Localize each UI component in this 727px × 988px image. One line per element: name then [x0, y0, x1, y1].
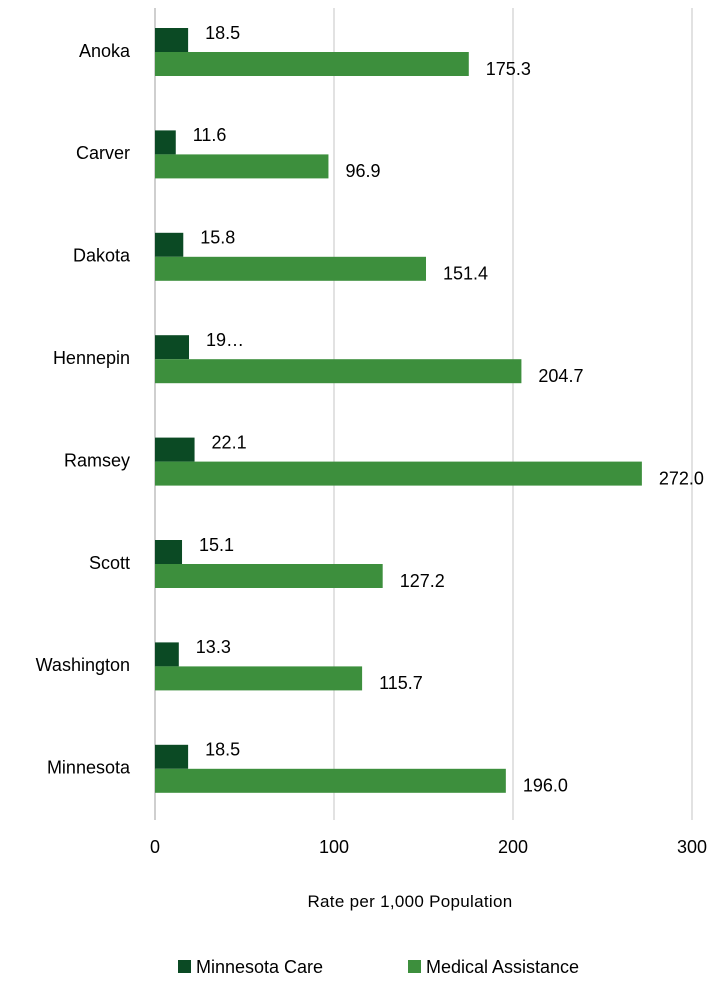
gridlines: [154, 8, 693, 820]
data-label: 204.7: [538, 366, 583, 386]
category-labels: Anoka Carver Dakota Hennepin Ramsey Scott Wash…: [36, 41, 131, 778]
bar-medical-assistance: [155, 256, 427, 281]
bar-minnesota-care: [155, 540, 183, 564]
x-tick-label: 100: [319, 837, 349, 857]
category-label: Washington: [36, 655, 130, 675]
bar-minnesota-care: [155, 28, 189, 52]
legend-swatch-minnesota-care: [178, 960, 191, 973]
x-tick-label: 0: [150, 837, 160, 857]
category-label: Scott: [89, 553, 130, 573]
category-label: Minnesota: [47, 758, 131, 778]
bar-minnesota-care: [155, 335, 190, 360]
category-label: Hennepin: [53, 348, 130, 368]
data-label: 13.3: [196, 637, 231, 657]
data-label: 151.4: [443, 264, 488, 284]
category-label: Anoka: [79, 41, 131, 61]
data-label: 272.0: [659, 468, 704, 488]
data-labels: 18.5 175.3 11.6 96.9 15.8 151.4 19… 204.7 22.1 27…: [193, 23, 704, 796]
data-label: 15.1: [199, 535, 234, 555]
bar-minnesota-care: [155, 130, 176, 155]
bar-medical-assistance: [155, 564, 383, 588]
legend-label-medical-assistance: Medical Assistance: [426, 957, 579, 977]
category-label: Dakota: [73, 246, 131, 266]
legend: Minnesota Care Medical Assistance: [178, 957, 579, 977]
bar-minnesota-care: [155, 232, 184, 257]
bar-medical-assistance: [155, 359, 522, 384]
bar-minnesota-care: [155, 642, 179, 667]
bar-minnesota-care: [155, 744, 189, 769]
bar-medical-assistance: [155, 666, 363, 691]
data-label: 15.8: [200, 228, 235, 248]
x-axis-title: Rate per 1,000 Population: [307, 892, 512, 911]
data-label: 18.5: [205, 740, 240, 760]
legend-swatch-medical-assistance: [408, 960, 421, 973]
data-label: 127.2: [400, 571, 445, 591]
legend-label-minnesota-care: Minnesota Care: [196, 957, 323, 977]
category-label: Carver: [76, 143, 130, 163]
data-label: 11.6: [193, 125, 227, 145]
data-label: 96.9: [345, 161, 380, 181]
bar-medical-assistance: [155, 461, 642, 486]
bar-medical-assistance: [155, 52, 469, 76]
bar-minnesota-care: [155, 437, 195, 462]
x-tick-labels: 0 100 200 300: [150, 837, 707, 857]
data-label: 19…: [206, 330, 244, 350]
category-label: Ramsey: [64, 450, 130, 470]
bars: [155, 28, 642, 793]
bar-medical-assistance: [155, 768, 506, 793]
data-label: 22.1: [212, 432, 247, 452]
x-tick-label: 300: [677, 837, 707, 857]
data-label: 196.0: [523, 776, 568, 796]
data-label: 175.3: [486, 59, 531, 79]
data-label: 18.5: [205, 23, 240, 43]
bar-medical-assistance: [155, 154, 329, 179]
data-label: 115.7: [379, 673, 423, 693]
x-tick-label: 200: [498, 837, 528, 857]
